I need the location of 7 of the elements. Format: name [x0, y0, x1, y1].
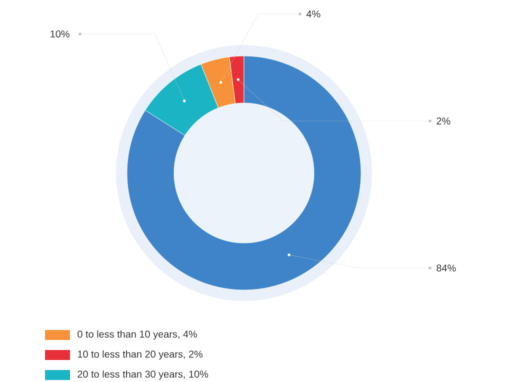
data-label: 2%	[436, 117, 450, 125]
legend-label: 10 to less than 20 years, 2%	[78, 350, 203, 360]
data-label: 10%	[50, 30, 70, 38]
legend-label: 0 to less than 10 years, 4%	[78, 330, 198, 340]
data-label: 4%	[306, 10, 320, 18]
legend-label: 20 to less than 30 years, 10%	[78, 370, 208, 380]
data-label: 84%	[436, 264, 456, 272]
